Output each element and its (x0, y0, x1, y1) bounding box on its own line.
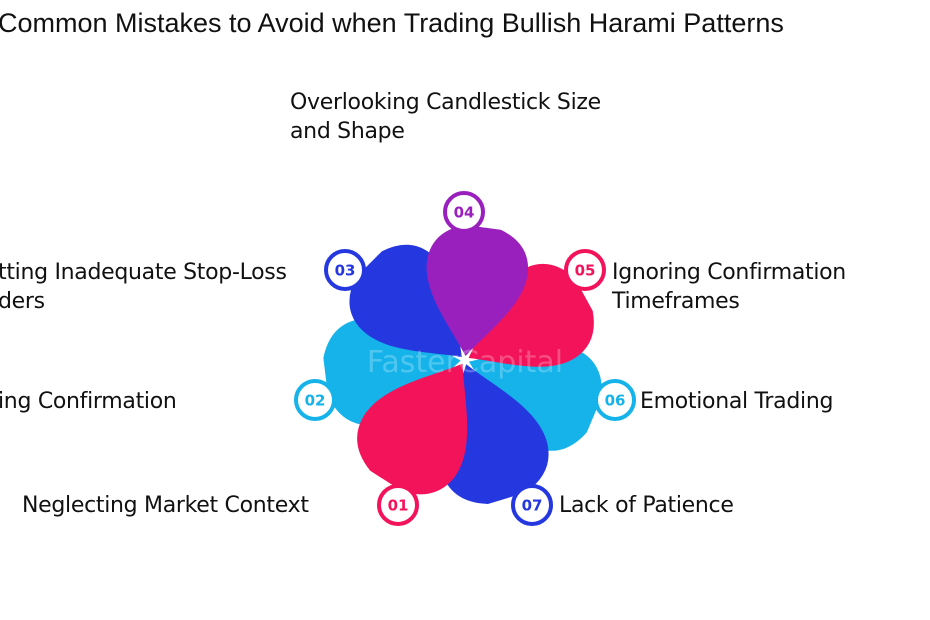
number-text-02: 02 (305, 392, 326, 410)
number-badge-05 (564, 249, 606, 291)
number-text-05: 05 (575, 262, 596, 280)
label-06: Emotional Trading (640, 389, 834, 414)
number-badge-04 (443, 191, 485, 233)
label-05: Ignoring Confirmation Timeframes (612, 260, 846, 314)
number-text-07: 07 (522, 497, 543, 515)
number-badge-06 (594, 379, 636, 421)
watermark: FasterCapital (367, 345, 563, 380)
number-text-01: 01 (388, 497, 409, 515)
label-07: Lack of Patience (559, 493, 734, 518)
number-text-03: 03 (335, 262, 356, 280)
number-badge-02 (294, 379, 336, 421)
number-badge-03 (324, 249, 366, 291)
label-03: tting Inadequate Stop-Loss ders (0, 260, 287, 314)
petal-05 (468, 263, 594, 367)
petal-07 (439, 364, 549, 504)
petal-04 (426, 224, 529, 356)
number-badge-07 (511, 484, 553, 526)
number-badge-01 (377, 484, 419, 526)
page-title: Common Mistakes to Avoid when Trading Bu… (0, 8, 784, 38)
label-04: Overlooking Candlestick Size and Shape (290, 90, 601, 144)
number-text-04: 04 (454, 204, 475, 222)
petal-06 (468, 344, 602, 451)
number-text-06: 06 (605, 392, 626, 410)
label-02: ing Confirmation (0, 389, 177, 414)
petal-01 (357, 363, 468, 495)
label-01: Neglecting Market Context (22, 493, 309, 518)
